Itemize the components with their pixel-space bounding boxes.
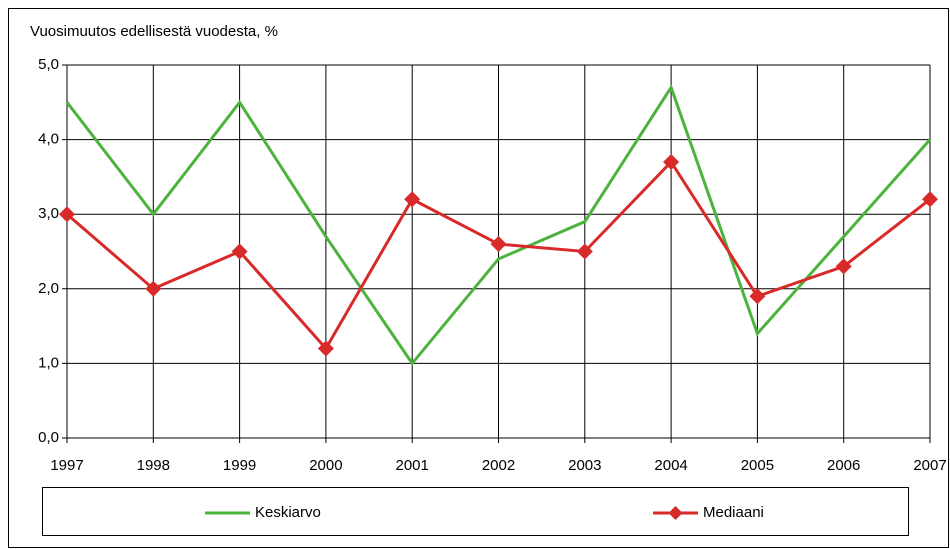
x-tick-label: 2001: [396, 457, 429, 474]
x-tick-label: 2003: [568, 457, 601, 474]
chart-frame: [8, 8, 949, 548]
marker: [749, 288, 766, 305]
marker: [59, 206, 75, 223]
x-tick-label: 2005: [741, 457, 774, 474]
marker: [231, 243, 248, 260]
legend-label: Keskiarvo: [255, 504, 321, 521]
x-tick-label: 2004: [654, 457, 687, 474]
legend-marker: [668, 506, 683, 520]
y-tick-label: 4,0: [38, 131, 59, 148]
y-tick-label: 0,0: [38, 429, 59, 446]
x-tick-label: 1997: [50, 457, 83, 474]
x-tick-label: 1998: [137, 457, 170, 474]
legend-label: Mediaani: [703, 504, 764, 521]
x-tick-label: 2000: [309, 457, 342, 474]
x-tick-label: 1999: [223, 457, 256, 474]
y-tick-label: 2,0: [38, 280, 59, 297]
legend-box: [42, 487, 909, 536]
y-tick-label: 3,0: [38, 205, 59, 222]
y-tick-label: 5,0: [38, 56, 59, 73]
marker: [922, 191, 938, 208]
x-tick-label: 2006: [827, 457, 860, 474]
marker: [576, 243, 593, 260]
chart-title: Vuosimuutos edellisestä vuodesta, %: [30, 23, 278, 40]
marker: [490, 236, 507, 253]
marker: [145, 280, 162, 297]
y-tick-label: 1,0: [38, 354, 59, 371]
marker: [404, 191, 421, 208]
marker: [317, 340, 334, 357]
marker: [663, 153, 680, 170]
x-tick-label: 2007: [913, 457, 946, 474]
x-tick-label: 2002: [482, 457, 515, 474]
series-line: [65, 83, 932, 366]
marker: [835, 258, 852, 275]
